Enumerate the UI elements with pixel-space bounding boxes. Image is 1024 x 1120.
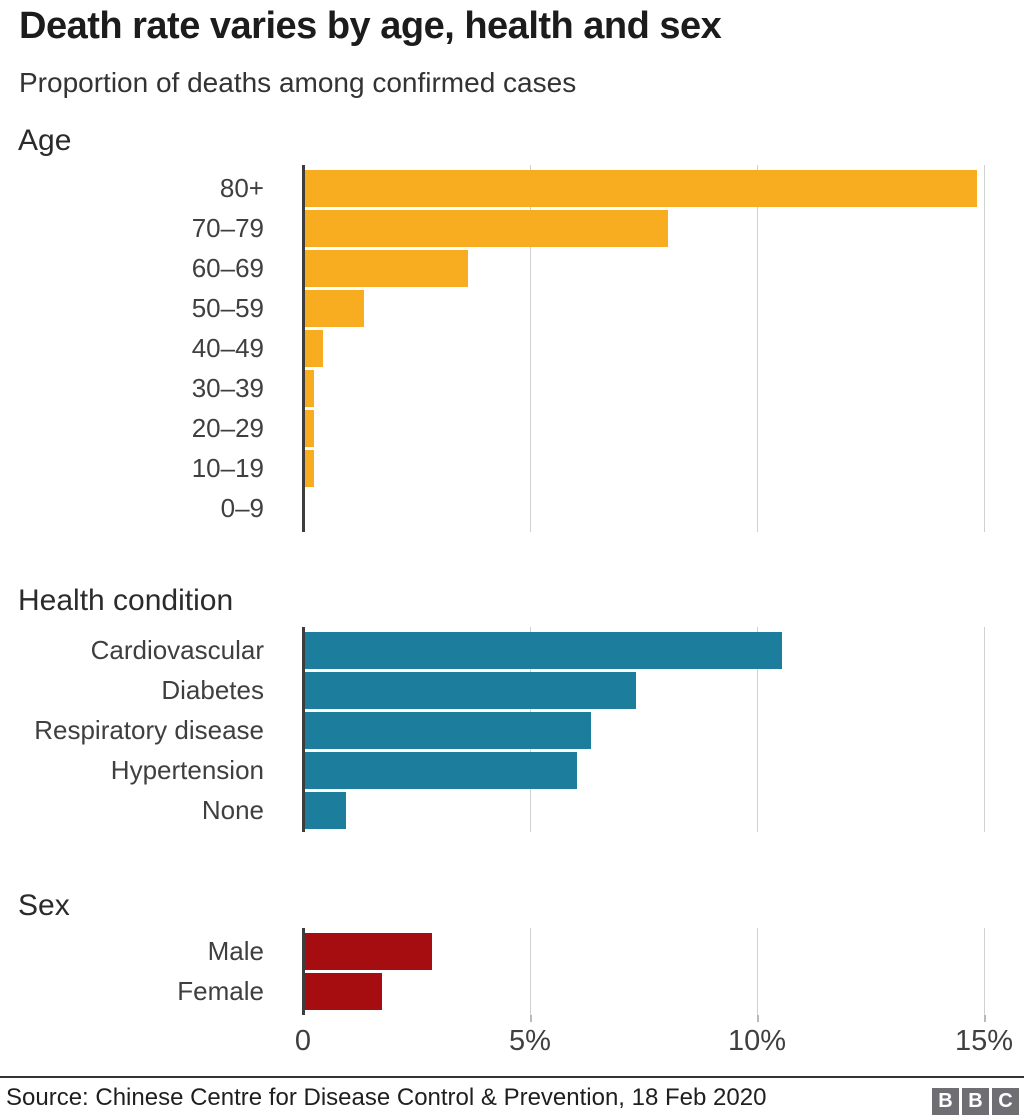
bar-50-59 bbox=[305, 290, 364, 327]
axis-tick-5pct bbox=[530, 1015, 532, 1022]
bar-20-29 bbox=[305, 410, 314, 447]
label-10-19: 10–19 bbox=[191, 453, 264, 483]
bar-40-49 bbox=[305, 330, 323, 367]
axis-tick-label-10pct: 10% bbox=[727, 1025, 787, 1057]
label-50-59: 50–59 bbox=[191, 293, 264, 323]
label-respiratory-disease: Respiratory disease bbox=[34, 715, 264, 745]
axis-tick-label-0: 0 bbox=[294, 1025, 312, 1057]
label-0-9: 0–9 bbox=[220, 493, 264, 523]
bbc-logo-block-b1: B bbox=[932, 1088, 959, 1115]
axis-tick-10pct bbox=[757, 1015, 759, 1022]
bar-none bbox=[305, 792, 346, 829]
gridline-5pct bbox=[530, 165, 531, 532]
label-80: 80+ bbox=[219, 173, 264, 203]
bbc-logo-block-c: C bbox=[992, 1088, 1019, 1115]
bar-80 bbox=[305, 170, 977, 207]
gridline-10pct bbox=[757, 165, 758, 532]
bar-respiratory-disease bbox=[305, 712, 591, 749]
chart-subtitle: Proportion of deaths among confirmed cas… bbox=[19, 67, 577, 98]
label-20-29: 20–29 bbox=[191, 413, 264, 443]
y-axis-line-health-condition bbox=[302, 627, 305, 832]
label-female: Female bbox=[177, 976, 264, 1006]
bar-diabetes bbox=[305, 672, 636, 709]
source-text: Source: Chinese Centre for Disease Contr… bbox=[6, 1084, 767, 1111]
chart-title: Death rate varies by age, health and sex bbox=[19, 5, 722, 47]
gridline-10pct bbox=[757, 627, 758, 832]
section-heading-age: Age bbox=[18, 124, 72, 157]
bar-70-79 bbox=[305, 210, 668, 247]
label-60-69: 60–69 bbox=[191, 253, 264, 283]
gridline-15pct bbox=[984, 165, 985, 532]
y-axis-line-sex bbox=[302, 928, 305, 1015]
bbc-logo-block-b2: B bbox=[962, 1088, 989, 1115]
label-30-39: 30–39 bbox=[191, 373, 264, 403]
footer-divider bbox=[0, 1076, 1024, 1078]
bar-male bbox=[305, 933, 432, 970]
bar-30-39 bbox=[305, 370, 314, 407]
axis-tick-15pct bbox=[984, 1015, 986, 1022]
bar-hypertension bbox=[305, 752, 577, 789]
gridline-15pct bbox=[984, 928, 985, 1015]
bar-female bbox=[305, 973, 382, 1010]
section-heading-sex: Sex bbox=[18, 889, 70, 922]
axis-tick-label-15pct: 15% bbox=[954, 1025, 1014, 1057]
gridline-10pct bbox=[757, 928, 758, 1015]
label-diabetes: Diabetes bbox=[161, 675, 264, 705]
label-male: Male bbox=[207, 936, 264, 966]
bbc-logo: B B C bbox=[932, 1088, 1019, 1115]
gridline-15pct bbox=[984, 627, 985, 832]
label-cardiovascular: Cardiovascular bbox=[90, 635, 264, 665]
bar-cardiovascular bbox=[305, 632, 782, 669]
label-none: None bbox=[201, 795, 264, 825]
bar-10-19 bbox=[305, 450, 314, 487]
label-hypertension: Hypertension bbox=[110, 755, 264, 785]
bar-60-69 bbox=[305, 250, 468, 287]
label-70-79: 70–79 bbox=[191, 213, 264, 243]
section-heading-health-condition: Health condition bbox=[18, 584, 234, 617]
y-axis-line-age bbox=[302, 165, 305, 532]
axis-tick-label-5pct: 5% bbox=[509, 1025, 551, 1057]
gridline-5pct bbox=[530, 928, 531, 1015]
label-40-49: 40–49 bbox=[191, 333, 264, 363]
